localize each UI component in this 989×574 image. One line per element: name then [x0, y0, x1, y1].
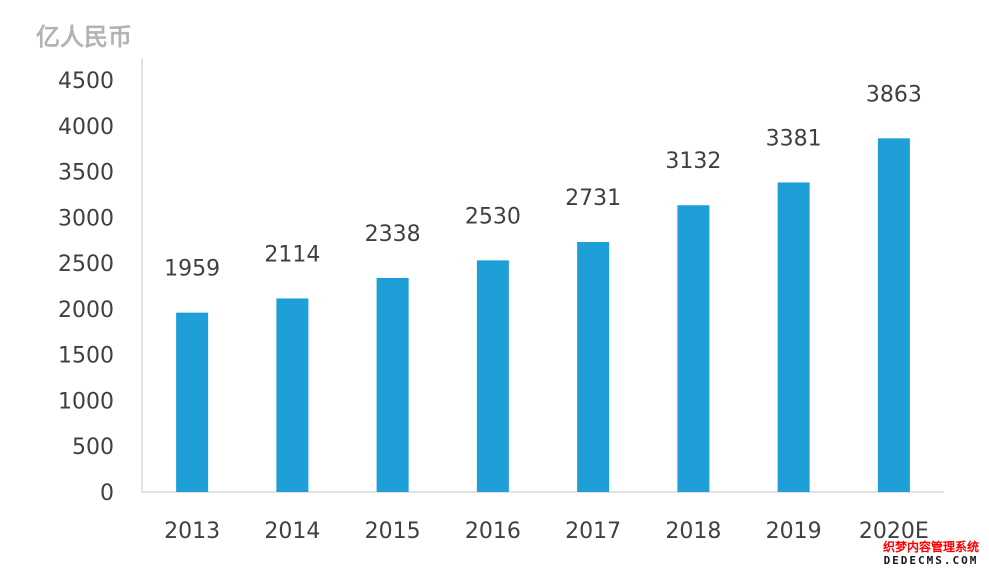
y-tick-label: 2500	[58, 252, 114, 277]
y-tick-label: 4000	[58, 115, 114, 140]
bar	[677, 205, 710, 493]
bar	[577, 241, 610, 492]
x-tick-label: 2013	[164, 519, 220, 544]
y-tick-label: 1000	[58, 389, 114, 414]
y-tick-label: 0	[100, 481, 114, 506]
data-label: 3863	[866, 82, 922, 107]
data-label: 2530	[465, 204, 521, 229]
bar	[176, 312, 209, 492]
y-tick-label: 2000	[58, 298, 114, 323]
x-tick-label: 2014	[264, 519, 320, 544]
watermark-title: 织梦内容管理系统	[882, 540, 979, 554]
data-label: 3381	[766, 126, 822, 151]
data-label: 2338	[365, 222, 421, 247]
y-tick-label: 3000	[58, 206, 114, 231]
x-tick-label: 2016	[465, 519, 521, 544]
data-label: 2114	[264, 242, 320, 267]
data-label: 3132	[665, 149, 721, 174]
x-tick-label: 2015	[365, 519, 421, 544]
y-axis-unit-label: 亿人民币	[36, 23, 132, 51]
data-label: 1959	[164, 257, 220, 282]
y-tick-label: 3500	[58, 161, 114, 186]
x-tick-label: 2018	[665, 519, 721, 544]
bar	[877, 138, 910, 492]
y-tick-label: 1500	[58, 344, 114, 369]
bar	[276, 298, 309, 492]
y-tick-label: 500	[72, 435, 114, 460]
data-label: 2731	[565, 186, 621, 211]
bar	[476, 260, 509, 492]
bar	[376, 277, 409, 492]
watermark: 织梦内容管理系统 DEDECMS.COM	[883, 540, 979, 568]
bar	[777, 182, 810, 492]
x-tick-label: 2019	[766, 519, 822, 544]
x-tick-label: 2020E	[859, 519, 929, 544]
watermark-site: DEDECMS.COM	[883, 554, 979, 567]
x-tick-label: 2017	[565, 519, 621, 544]
y-tick-label: 4500	[58, 69, 114, 94]
